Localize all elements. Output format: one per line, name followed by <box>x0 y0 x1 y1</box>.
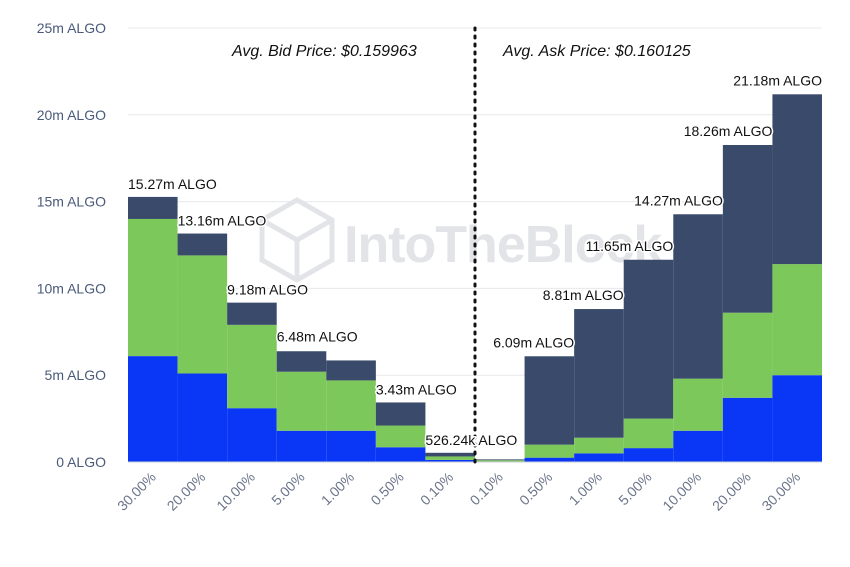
y-tick-label: 10m ALGO <box>37 280 106 296</box>
bar-ask-green <box>524 444 575 458</box>
y-tick-label: 0 ALGO <box>56 454 106 470</box>
data-label: 21.18m ALGO <box>733 72 822 88</box>
bar-ask-navy <box>673 214 723 379</box>
bar-ask-navy <box>772 94 822 265</box>
bar-bid-blue <box>128 356 178 462</box>
bar-bid-blue <box>276 430 327 462</box>
bar-bid-green <box>425 456 475 460</box>
data-label: 11.65m ALGO <box>586 238 674 254</box>
watermark-logo-icon <box>259 197 335 283</box>
data-label: 9.18m ALGO <box>227 282 308 298</box>
bar-bid-navy <box>375 402 426 426</box>
bar-ask-navy <box>524 356 575 445</box>
bar-bid-green <box>128 218 178 357</box>
bar-ask-green <box>623 418 674 449</box>
bar-bid-green <box>276 371 327 431</box>
bar-bid-green <box>177 255 228 374</box>
bar-bid-green <box>227 324 277 409</box>
x-tick-label: 1.00% <box>566 469 605 508</box>
data-labels: 15.27m ALGO 13.16m ALGO 9.18m ALGO 6.48m AL… <box>127 71 824 450</box>
bar-bid-navy <box>326 360 376 381</box>
x-tick-label: 0.50% <box>367 469 406 508</box>
bar-ask-blue <box>524 457 575 462</box>
data-label: 13.16m ALGO <box>178 213 267 229</box>
x-tick-label: 20.00% <box>164 469 209 514</box>
x-tick-label: 0.50% <box>516 469 555 508</box>
bar-bid-blue <box>375 447 426 462</box>
bar-bid-blue <box>227 408 277 462</box>
bar-bid-blue <box>326 430 376 462</box>
watermark-text: IntoTheBlock <box>344 216 662 274</box>
bar-ask-blue <box>673 430 723 462</box>
y-tick-label: 15m ALGO <box>37 194 106 210</box>
bar-ask-green <box>772 264 822 376</box>
x-tick-label: 30.00% <box>758 469 803 514</box>
x-tick-label: 10.00% <box>213 469 258 514</box>
bar-ask-navy <box>574 309 624 438</box>
avg-ask-price: Avg. Ask Price: $0.160125 <box>502 43 691 60</box>
bar-ask-navy <box>623 259 674 419</box>
x-tick-label: 1.00% <box>318 469 357 508</box>
bar-bid-green <box>375 425 426 448</box>
bar-bid-navy <box>227 302 277 325</box>
bar-bid-navy <box>276 351 327 372</box>
bar-ask-green <box>574 437 624 454</box>
x-tick-label: 30.00% <box>114 469 159 514</box>
data-label: 3.43m ALGO <box>376 381 457 397</box>
bar-ask-navy <box>722 145 773 313</box>
data-label: 8.81m ALGO <box>543 287 624 303</box>
bars <box>128 94 822 462</box>
bar-ask-green <box>673 378 723 431</box>
data-label: 18.26m ALGO <box>684 123 773 139</box>
x-tick-label: 5.00% <box>615 469 654 508</box>
bar-bid-navy <box>425 452 475 457</box>
x-tick-label: 0.10% <box>467 469 506 508</box>
data-label: 14.27m ALGO <box>634 192 723 208</box>
x-tick-label: 20.00% <box>709 469 754 514</box>
y-tick-label: 5m ALGO <box>45 367 107 383</box>
bar-bid-blue <box>425 459 475 462</box>
bar-ask-blue <box>623 448 674 462</box>
bar-bid-blue <box>177 373 228 462</box>
x-tick-label: 10.00% <box>659 469 704 514</box>
data-label: 6.48m ALGO <box>277 329 358 345</box>
y-tick-label: 25m ALGO <box>37 20 106 36</box>
bar-ask-blue <box>772 375 822 462</box>
bar-bid-navy <box>128 196 178 219</box>
bar-bid-navy <box>177 233 228 256</box>
bar-bid-green <box>326 380 376 431</box>
watermark: IntoTheBlock <box>259 197 663 283</box>
avg-bid-price: Avg. Bid Price: $0.159963 <box>231 43 417 60</box>
bar-ask-green <box>475 460 525 462</box>
y-tick-label: 20m ALGO <box>37 107 106 123</box>
data-label: 526.24k ALGO <box>425 432 517 448</box>
x-tick-label: 0.10% <box>417 469 456 508</box>
data-label: 6.09m ALGO <box>493 334 574 350</box>
bar-ask-blue <box>722 397 773 462</box>
data-label: 15.27m ALGO <box>128 176 217 192</box>
x-tick-label: 5.00% <box>268 469 307 508</box>
bar-ask-green <box>722 312 773 398</box>
bar-ask-blue <box>574 453 624 462</box>
bar-ask-navy <box>475 459 525 461</box>
